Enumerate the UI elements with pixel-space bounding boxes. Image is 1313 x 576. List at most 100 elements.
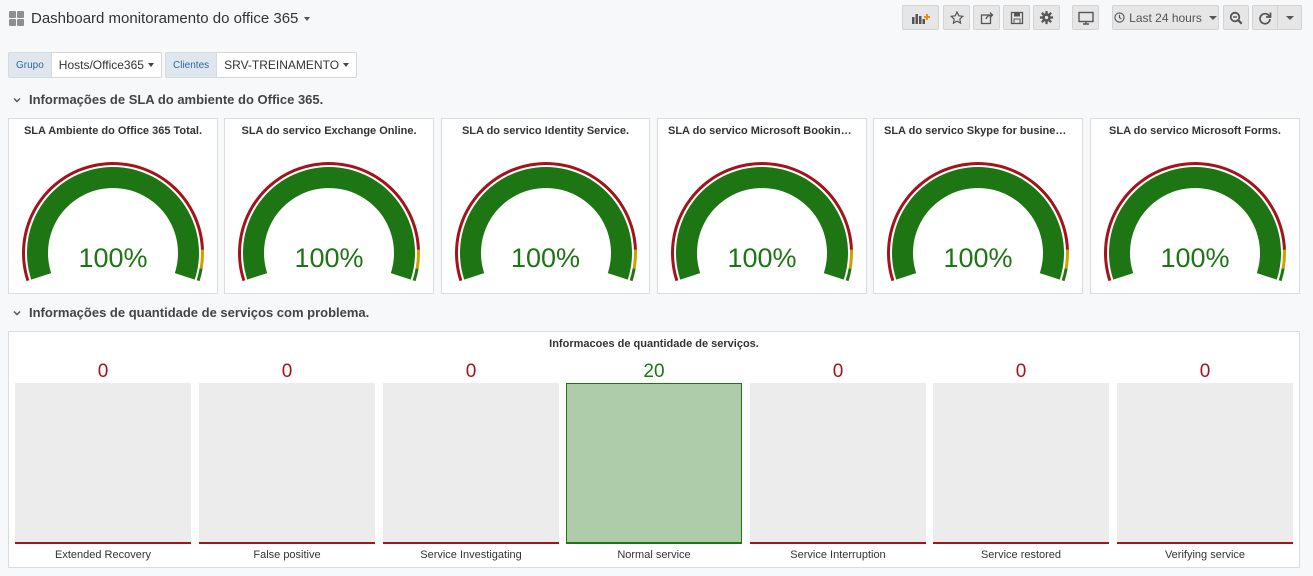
monitor-icon — [1077, 11, 1094, 25]
gauge-threshold-arc — [1104, 162, 1286, 282]
stat-value: 0 — [97, 361, 109, 382]
refresh-button[interactable] — [1252, 5, 1278, 30]
gauge-threshold-arc — [22, 162, 204, 282]
view-mode-button[interactable] — [1072, 5, 1099, 30]
row-header-sla[interactable]: Informações de SLA do ambiente do Office… — [12, 92, 323, 107]
panel-title: SLA do servico Identity Service. — [461, 125, 630, 137]
panel-title: SLA do servico Microsoft Bookings. — [668, 125, 857, 137]
save-icon — [1010, 11, 1023, 24]
gauge-panel[interactable]: SLA Ambiente do Office 365 Total. 100% — [8, 118, 218, 294]
gauge-value: 100% — [294, 243, 364, 273]
gauge-panel[interactable]: SLA do servico Microsoft Bookings. 100% — [657, 118, 867, 294]
stat-sparkline-area — [566, 383, 742, 544]
variable-label: Grupo — [8, 52, 52, 78]
stat-sparkline-area — [1117, 383, 1293, 544]
gauge-chart — [238, 162, 420, 282]
refresh-icon — [1259, 12, 1272, 25]
caret-down-icon — [343, 63, 350, 67]
stat-label: Service Investigating — [420, 549, 522, 561]
time-range-picker[interactable]: Last 24 hours — [1112, 5, 1219, 30]
settings-button[interactable] — [1033, 5, 1060, 30]
row-title: Informações de SLA do ambiente do Office… — [29, 92, 324, 107]
caret-down-icon — [147, 63, 154, 67]
stat-value: 0 — [281, 361, 293, 382]
time-range-label: Last 24 hours — [1129, 10, 1202, 25]
grid-icon[interactable] — [9, 11, 24, 26]
save-button[interactable] — [1003, 5, 1030, 30]
gauge-chart — [1104, 162, 1286, 282]
gauge-value: 100% — [78, 243, 148, 273]
gauge-value: 100% — [1160, 243, 1230, 273]
row-title: Informações de quantidade de serviços co… — [29, 305, 370, 320]
stat-value: 20 — [643, 361, 665, 382]
gauge-value: 100% — [510, 243, 581, 273]
panel-title: Informacoes de quantidade de serviços. — [549, 338, 759, 350]
status-stat: 0 False positive — [199, 359, 375, 565]
star-button[interactable] — [943, 5, 970, 30]
stat-label: Service Interruption — [790, 549, 886, 561]
status-stat: 20 Normal service — [566, 359, 742, 565]
top-navbar: Dashboard monitoramento do office 365 La… — [0, 0, 1313, 38]
gauge-value-arc — [676, 167, 848, 280]
gauge-value-arc — [1109, 167, 1281, 280]
gauge-value-arc — [892, 167, 1064, 280]
gauge-value-arc — [27, 167, 199, 280]
stat-value: 0 — [465, 361, 477, 382]
chevron-down-icon — [13, 97, 21, 103]
variable-clientes: Clientes SRV-TREINAMENTO — [165, 52, 358, 78]
star-icon — [949, 10, 964, 24]
services-status-panel: Informacoes de quantidade de serviços. 0… — [8, 331, 1300, 568]
panel-title: SLA do servico Exchange Online. — [241, 125, 417, 137]
chevron-down-icon — [1208, 15, 1217, 20]
dashboard-title: Dashboard monitoramento do office 365 — [31, 10, 299, 27]
dashboard-title-picker[interactable]: Dashboard monitoramento do office 365 — [31, 10, 311, 27]
gauge-threshold-arc — [671, 162, 853, 282]
stat-label: Extended Recovery — [55, 549, 151, 561]
status-stat: 0 Verifying service — [1117, 359, 1293, 565]
chevron-down-icon — [1285, 15, 1294, 20]
gauge-panel[interactable]: SLA do servico Skype for business Online… — [873, 118, 1083, 294]
gauge-threshold-arc — [454, 162, 637, 282]
clock-icon — [1114, 12, 1125, 23]
row-header-services[interactable]: Informações de quantidade de serviços co… — [12, 305, 369, 320]
status-stat: 0 Service Investigating — [383, 359, 559, 565]
gauge-value: 100% — [943, 243, 1013, 273]
stat-value: 0 — [832, 361, 844, 382]
stat-sparkline-area — [933, 383, 1109, 544]
add-panel-icon — [911, 13, 930, 24]
zoom-out-button[interactable] — [1223, 5, 1249, 30]
gear-icon — [1039, 10, 1054, 25]
gauge-panel[interactable]: SLA do servico Microsoft Forms. 100% — [1090, 118, 1300, 294]
stat-sparkline-area — [15, 383, 191, 544]
stat-sparkline-area — [199, 383, 375, 544]
gauge-chart — [671, 162, 853, 282]
gauge-value: 100% — [727, 243, 797, 273]
gauge-chart — [454, 162, 637, 282]
refresh-interval-dropdown[interactable] — [1278, 5, 1302, 30]
zoom-out-icon — [1229, 11, 1243, 24]
add-panel-button[interactable] — [902, 5, 939, 30]
status-stat: 0 Service Interruption — [750, 359, 926, 565]
gauge-panel[interactable]: SLA do servico Exchange Online. 100% — [224, 118, 434, 294]
status-stat: 0 Extended Recovery — [15, 359, 191, 565]
status-stat: 0 Service restored — [933, 359, 1109, 565]
chevron-down-icon — [13, 310, 21, 316]
gauge-value-arc — [243, 167, 415, 280]
caret-down-icon — [304, 17, 311, 22]
stat-label: False positive — [253, 549, 321, 561]
gauge-threshold-arc — [887, 162, 1069, 282]
stat-sparkline-area — [383, 383, 559, 544]
variable-grupo: Grupo Hosts/Office365 — [8, 52, 162, 78]
gauge-chart — [22, 162, 204, 282]
stat-value: 0 — [1199, 361, 1211, 382]
share-icon — [980, 11, 993, 24]
gauge-chart — [887, 162, 1069, 282]
panel-title: SLA do servico Microsoft Forms. — [1109, 125, 1281, 137]
stat-label: Normal service — [617, 549, 691, 561]
gauge-panel[interactable]: SLA do servico Identity Service. 100% — [441, 118, 650, 294]
variable-clientes-select[interactable]: SRV-TREINAMENTO — [217, 52, 358, 78]
variable-grupo-select[interactable]: Hosts/Office365 — [51, 52, 162, 78]
share-button[interactable] — [973, 5, 1000, 30]
variable-value: Hosts/Office365 — [58, 58, 144, 72]
variable-value: SRV-TREINAMENTO — [224, 58, 340, 72]
